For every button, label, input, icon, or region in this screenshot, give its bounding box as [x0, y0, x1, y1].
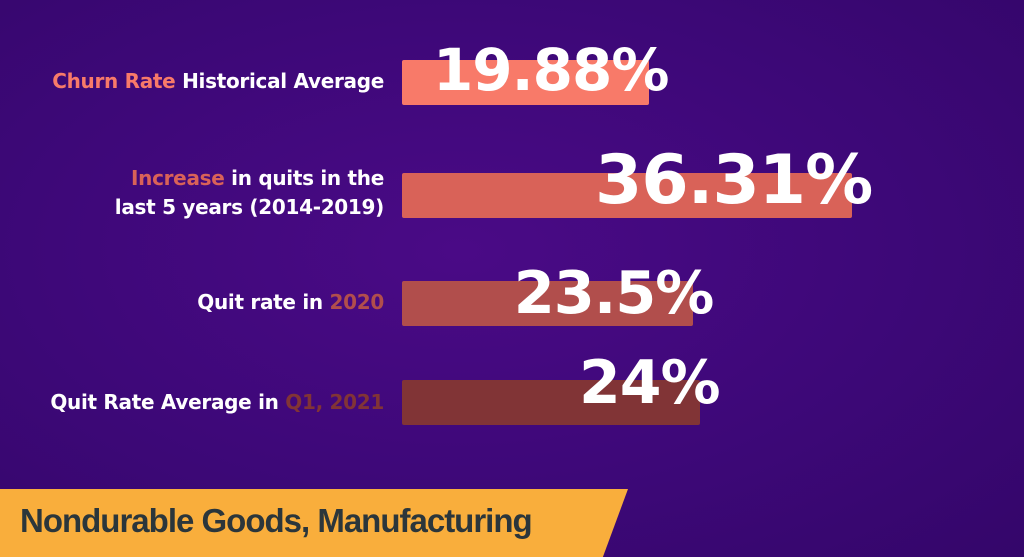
category-label: Quit Rate Average in Q1, 2021 — [50, 388, 384, 417]
category-label-part: Q1, 2021 — [285, 390, 384, 414]
category-banner: Nondurable Goods, Manufacturing — [0, 489, 628, 557]
banner-text: Nondurable Goods, Manufacturing — [20, 502, 533, 539]
category-label-part: Increase — [130, 166, 225, 190]
category-label: Quit rate in 2020 — [197, 288, 384, 317]
category-label-part: in quits in the — [224, 166, 384, 190]
category-label-part: Quit Rate Average in — [50, 390, 286, 414]
value-label: 24% — [578, 348, 721, 418]
value-label: 36.31% — [595, 141, 873, 220]
category-label: Churn Rate Historical Average — [52, 67, 384, 96]
value-label: 23.5% — [513, 258, 715, 327]
category-label-part: Quit rate in — [197, 290, 330, 314]
category-label: Increase in quits in the last 5 years (20… — [114, 164, 385, 222]
category-label-part: 2020 — [329, 290, 385, 314]
value-label: 19.88% — [432, 36, 670, 104]
bar — [402, 60, 649, 105]
category-label-part: Historical Average — [175, 69, 384, 93]
category-label-part: Churn Rate — [52, 69, 176, 93]
bar — [402, 173, 853, 218]
bar — [402, 281, 694, 326]
bar — [402, 380, 700, 425]
category-label-part: last 5 years (2014-2019) — [114, 195, 385, 219]
